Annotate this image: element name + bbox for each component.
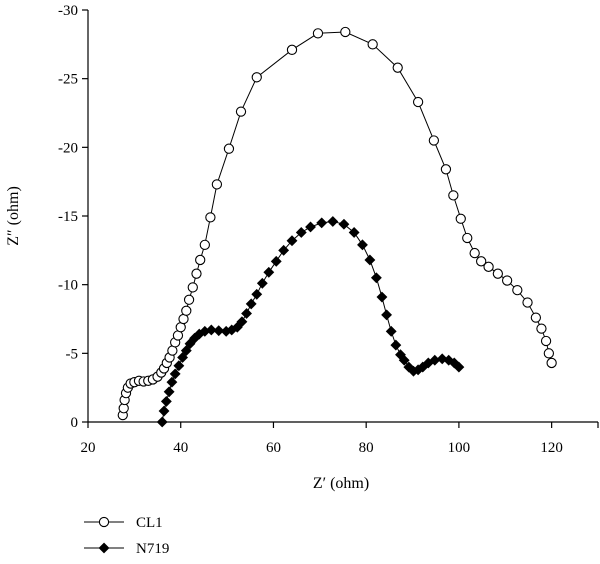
data-point-n719 [158,405,170,417]
data-point-cl1 [340,26,351,38]
x-tick-label: 60 [266,440,281,456]
y-tick-label: -10 [58,278,78,294]
data-point-cl1 [512,285,523,296]
y-tick-label: -25 [58,72,78,88]
data-point-cl1 [455,213,466,224]
data-point-n719 [286,235,298,247]
y-tick-label: -5 [66,346,79,362]
y-tick-label: -30 [58,3,78,19]
series-layer [117,26,557,428]
data-point-cl1 [223,143,235,154]
x-axis-title: Z′ (ohm) [313,475,369,492]
legend-label-n719: N719 [136,541,169,557]
data-point-n719 [295,227,307,238]
data-point-n719 [166,376,178,388]
x-axis: 20 40 60 80 100 120 [81,422,599,456]
legend-label-cl1: CL1 [136,515,163,531]
data-point-n719 [381,309,393,321]
data-point-n719 [316,217,328,229]
data-point-n719 [390,339,402,351]
data-point-n719 [370,272,382,284]
data-point-cl1 [522,297,533,308]
x-tick-label: 80 [359,440,374,456]
data-point-cl1 [205,212,216,223]
legend-marker-n719 [98,542,110,554]
data-point-n719 [177,352,189,363]
data-point-n719 [348,227,360,238]
data-point-n719 [251,288,263,300]
data-point-n719 [205,324,217,336]
series-cl1 [117,26,557,421]
data-point-n719 [241,308,252,319]
y-tick-label: -15 [58,209,78,225]
y-tick-label: 0 [71,415,79,431]
data-point-n719 [385,325,397,337]
data-point-cl1 [428,135,440,146]
x-tick-label: 120 [540,440,563,456]
data-point-n719 [327,216,339,227]
legend: CL1 N719 [84,515,169,557]
data-point-cl1 [195,254,206,266]
data-point-n719 [398,354,410,366]
data-point-cl1 [187,282,198,293]
data-point-n719 [173,360,185,372]
y-tick-label: -20 [58,140,78,156]
data-point-n719 [163,386,175,398]
data-point-n719 [263,266,275,278]
data-point-cl1 [536,323,547,334]
data-point-n719 [236,316,248,328]
data-point-n719 [305,221,316,233]
data-point-n719 [169,368,181,380]
x-tick-label: 20 [81,440,96,456]
data-point-cl1 [312,28,324,39]
data-point-n719 [156,416,168,428]
data-point-cl1 [476,256,487,267]
data-point-cl1 [191,268,202,279]
data-point-cl1 [530,312,542,323]
legend-entry-n719: N719 [84,541,169,557]
data-point-cl1 [183,294,195,305]
data-point-cl1 [543,348,555,359]
x-tick-label: 100 [448,440,471,456]
data-point-cl1 [392,62,403,73]
series-n719 [156,216,465,428]
data-point-n719 [453,361,465,373]
data-point-cl1 [412,96,424,108]
data-point-cl1 [440,164,452,175]
legend-entry-cl1: CL1 [84,515,163,531]
data-point-n719 [213,325,225,337]
data-point-cl1 [181,305,192,316]
data-point-cl1 [211,179,223,190]
data-point-n719 [357,239,368,251]
data-point-cl1 [469,247,480,259]
x-tick-label: 40 [173,440,188,456]
data-point-n719 [180,345,192,357]
data-point-n719 [338,218,350,230]
data-point-n719 [364,254,376,266]
data-point-cl1 [483,261,494,272]
data-point-cl1 [501,275,513,286]
data-point-n719 [256,277,268,289]
data-point-cl1 [492,268,504,279]
series-line-n719 [161,220,460,423]
data-point-n719 [270,255,282,267]
data-point-cl1 [448,190,459,201]
data-point-n719 [376,291,388,303]
data-point-cl1 [367,39,378,50]
data-point-cl1 [540,335,552,347]
data-point-cl1 [235,106,247,117]
data-point-cl1 [251,72,262,83]
data-point-cl1 [286,44,298,55]
legend-marker-cl1 [98,516,110,528]
y-axis: 0 -5 -10 -15 -20 -25 -30 [58,3,88,431]
data-point-n719 [245,298,257,310]
data-point-n719 [278,244,290,256]
data-point-n719 [160,395,172,407]
data-point-cl1 [546,357,557,369]
y-axis-title: Z″ (ohm) [5,186,22,246]
data-point-cl1 [199,239,210,250]
data-point-cl1 [462,232,473,244]
